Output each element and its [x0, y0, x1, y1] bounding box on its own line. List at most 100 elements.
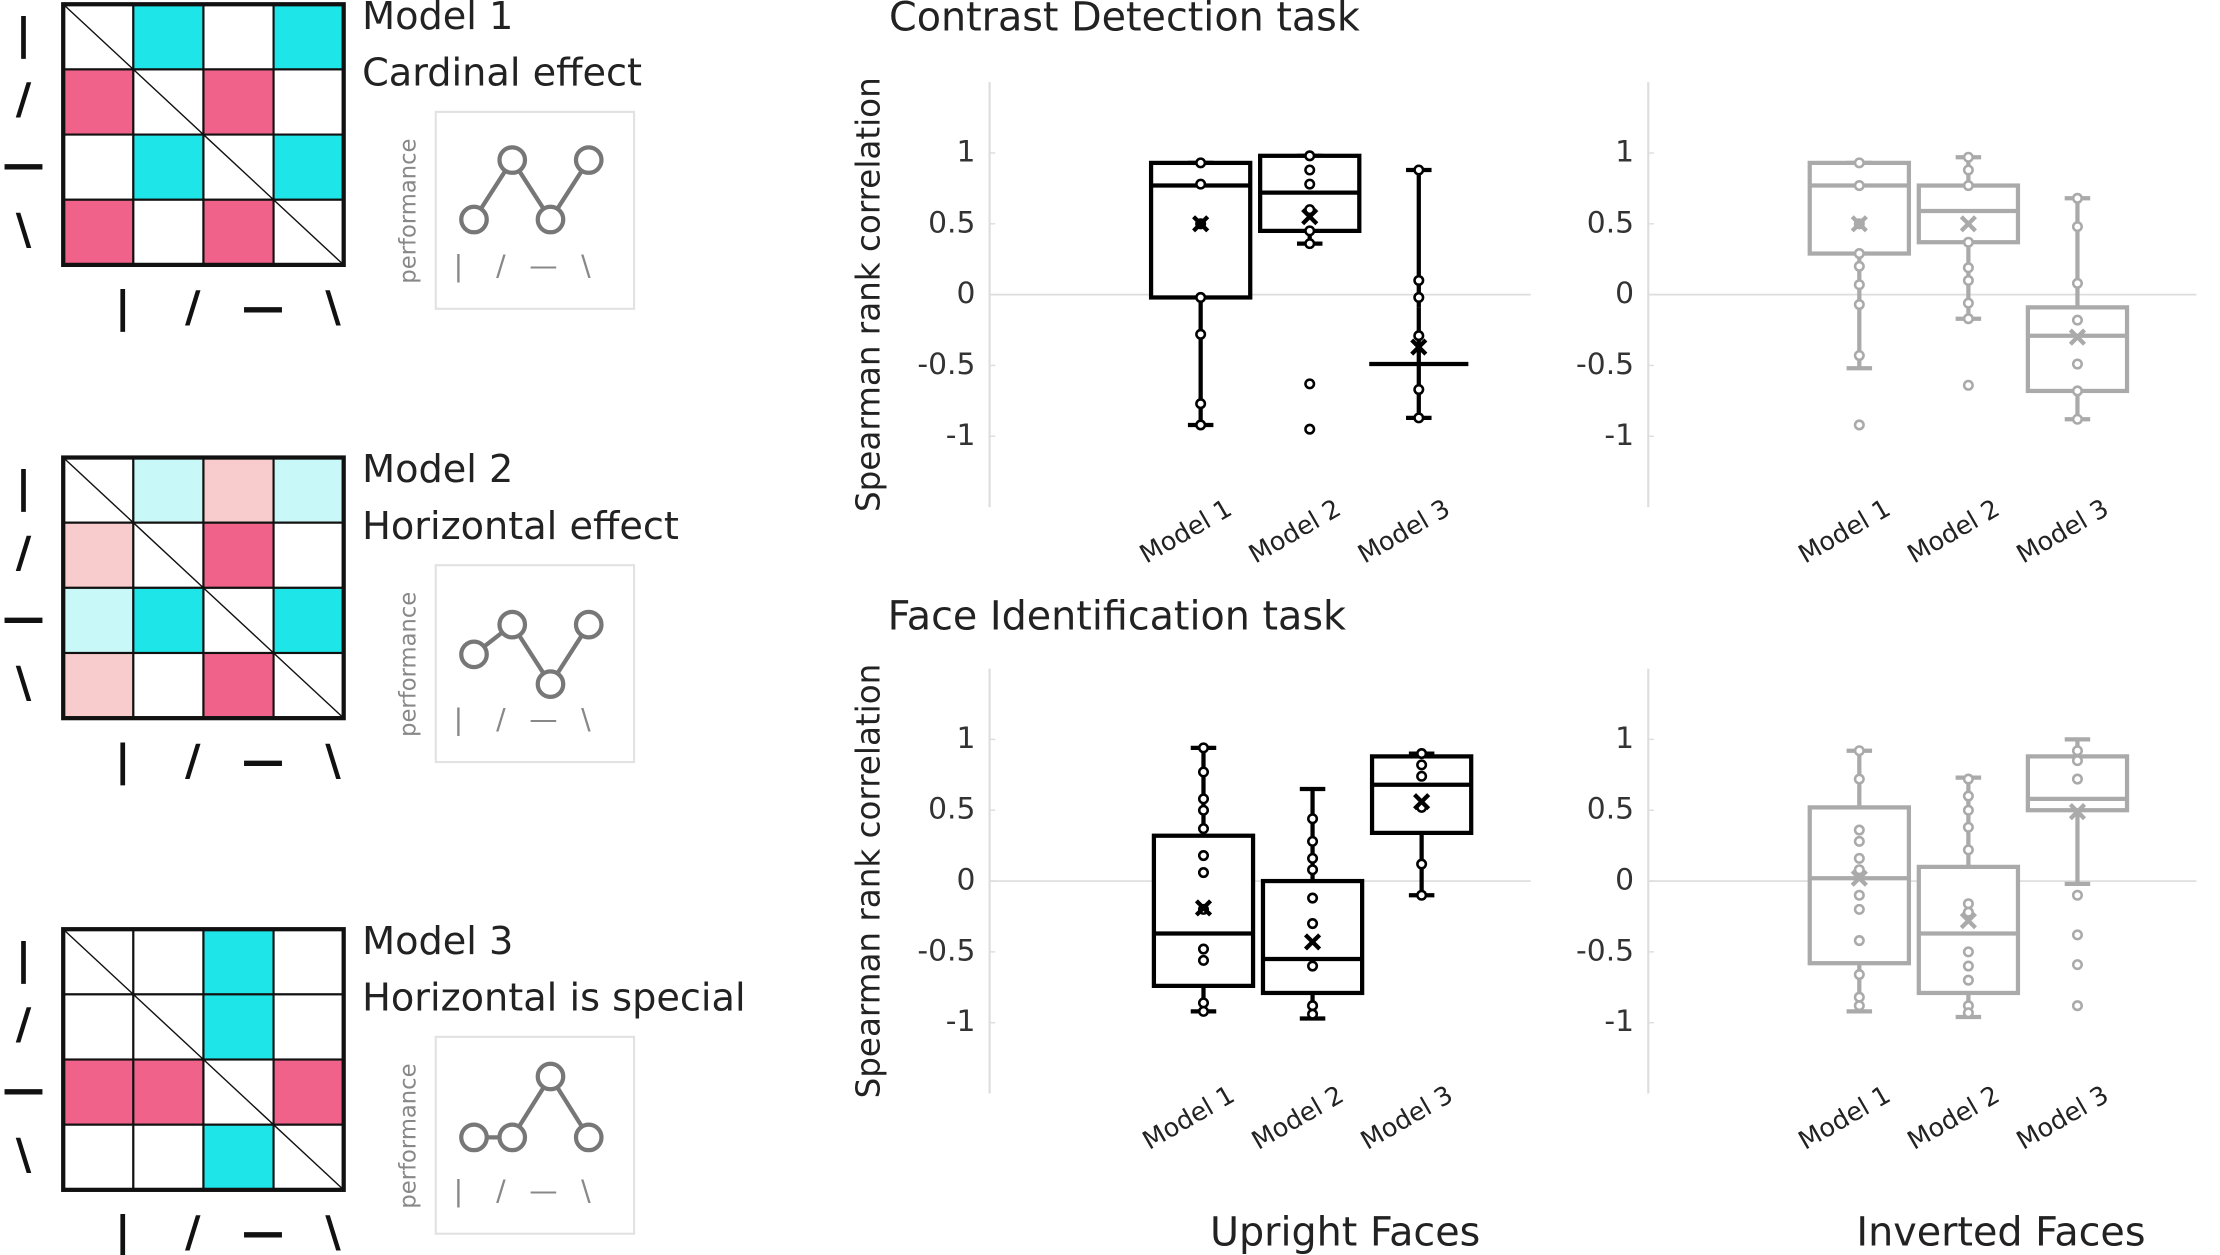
column-label: | [115, 737, 131, 786]
data-point [2071, 221, 2083, 233]
data-point [1197, 1005, 1210, 1017]
data-point [1853, 157, 1865, 169]
matrix-diagonal [202, 134, 275, 201]
icon-dot [497, 609, 528, 640]
mean-marker [1194, 899, 1213, 917]
matrix-cell [202, 1123, 275, 1191]
matrix-frame [61, 455, 346, 721]
matrix-diagonal [273, 1124, 345, 1191]
y-tick-label: 0.5 [928, 792, 975, 827]
mean-marker [1301, 208, 1319, 226]
data-point [1962, 960, 1974, 972]
data-point [1413, 291, 1425, 303]
matrix-cell [272, 68, 345, 136]
matrix-diagonal [273, 199, 345, 266]
data-point [1962, 236, 1974, 248]
y-tick-label: 0.5 [928, 205, 975, 240]
matrix-diagonal [62, 457, 134, 524]
data-point [1853, 969, 1865, 981]
row-label: \ [16, 206, 32, 255]
matrix-cell [132, 456, 205, 524]
matrix-cell [272, 586, 345, 655]
y-tick-label: -0.5 [1576, 347, 1634, 382]
data-point [1962, 773, 1974, 785]
matrix-cell [272, 456, 345, 524]
data-point [1962, 1007, 1974, 1019]
data-point [1307, 813, 1319, 825]
column-label: / [185, 737, 201, 786]
performance-label: performance [395, 1063, 421, 1208]
category-label: Model 2 [1247, 1080, 1349, 1156]
data-point [2071, 314, 2083, 326]
data-point [1853, 419, 1865, 431]
y-tick-label: 0 [957, 276, 976, 311]
icon-orientation: — [529, 250, 557, 283]
icon-dot [573, 145, 604, 175]
row-label: — [2, 141, 44, 190]
model-title: Model 2 [362, 448, 513, 492]
icon-line [472, 156, 591, 224]
matrix-cell [202, 456, 275, 524]
data-point [1307, 918, 1319, 930]
data-point [1962, 313, 1974, 325]
data-point [1962, 151, 1974, 163]
row-label: — [2, 1066, 44, 1115]
matrix-cell [272, 3, 345, 71]
icon-dot [573, 1122, 604, 1153]
matrix-cell [272, 993, 345, 1061]
row-label: — [2, 594, 44, 643]
icon-orientation: — [529, 703, 557, 736]
icon-dot [459, 204, 489, 235]
matrix-frame [61, 2, 346, 268]
matrix-cell [62, 133, 135, 201]
data-point [1962, 844, 1974, 856]
matrix-cell [132, 3, 205, 71]
matrix-cell [202, 68, 275, 136]
data-point [2071, 192, 2083, 204]
data-point [1413, 164, 1425, 176]
matrix-cell [132, 133, 205, 201]
data-point [1197, 823, 1210, 835]
row-label: / [16, 529, 32, 578]
y-tick-label: -0.5 [917, 933, 975, 968]
icon-dot [573, 609, 604, 640]
model-subtitle: Horizontal is special [362, 977, 745, 1021]
data-point [1853, 1000, 1865, 1012]
data-point [1416, 858, 1428, 870]
matrix-cell [132, 928, 205, 996]
data-point [1307, 892, 1319, 904]
data-point [1413, 274, 1425, 286]
box [1916, 183, 2021, 245]
matrix-cell [132, 586, 205, 655]
data-point [2071, 1000, 2083, 1012]
chart-title: Face Identification task [888, 594, 1346, 640]
column-label: — [242, 737, 284, 786]
y-tick-label: 0.5 [1587, 792, 1634, 827]
x-axis-label: Inverted Faces [1856, 1210, 2145, 1255]
matrix-cell [132, 651, 205, 720]
mean-marker [1959, 912, 1977, 930]
data-point [1413, 384, 1425, 396]
icon-dot [497, 145, 528, 175]
data-point [1416, 748, 1428, 760]
icon-dot [459, 639, 489, 670]
data-point [1853, 864, 1865, 876]
icon-dot [497, 1122, 528, 1153]
matrix-cell [62, 586, 135, 655]
data-point [1307, 852, 1319, 864]
mean-marker [2068, 803, 2087, 821]
data-point [1416, 889, 1428, 901]
chart-title: Contrast Detection task [889, 0, 1360, 40]
row-label: | [16, 10, 32, 59]
icon-orientation: / [496, 250, 506, 283]
data-point [1304, 150, 1316, 162]
y-tick-label: -0.5 [917, 347, 975, 382]
box [1916, 864, 2021, 996]
matrix-diagonal [132, 993, 204, 1061]
data-point [1962, 164, 1974, 176]
data-point [1304, 423, 1316, 435]
matrix-cell [272, 928, 345, 996]
column-label: — [242, 284, 284, 333]
